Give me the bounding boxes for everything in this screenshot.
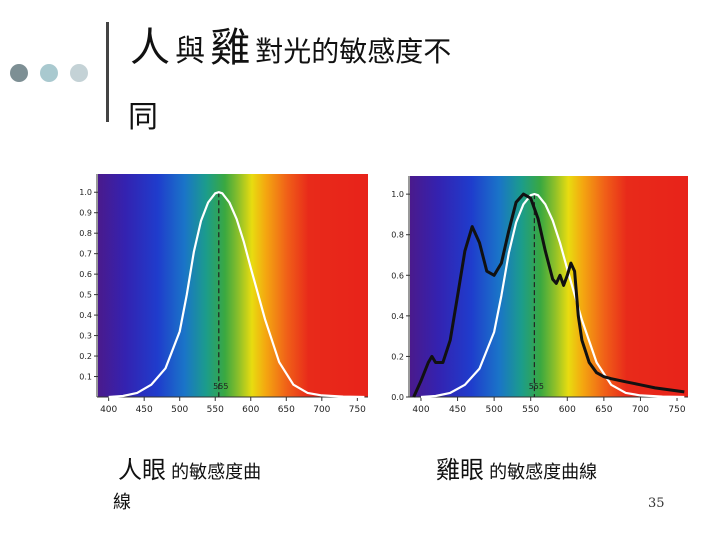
caption-human-wrap-text: 線	[113, 492, 131, 513]
title-part-rest: 對光的敏感度不	[255, 35, 452, 68]
x-tick-label: 450	[136, 405, 153, 415]
x-tick-label: 600	[242, 405, 259, 415]
y-tick-label: 0.7	[79, 250, 92, 259]
y-tick-label: 1.0	[79, 188, 92, 197]
caption-human-small: 的敏感度曲	[171, 462, 262, 483]
y-tick-label: 0.8	[391, 231, 404, 240]
x-tick-label: 450	[449, 405, 466, 415]
spectrum-background	[98, 174, 368, 397]
title-part-and: 與	[175, 34, 206, 69]
y-tick-label: 0.9	[79, 209, 92, 218]
y-tick-label: 0.8	[79, 229, 92, 238]
x-tick-label: 750	[349, 405, 366, 415]
y-tick-label: 1.0	[391, 190, 404, 199]
y-tick-label: 0.4	[79, 311, 92, 320]
y-tick-label: 0.2	[391, 352, 404, 361]
peak-label: 555	[529, 382, 544, 391]
x-tick-label: 700	[313, 405, 330, 415]
y-tick-label: 0.5	[79, 291, 92, 300]
caption-chicken-small: 的敏感度曲線	[489, 462, 598, 483]
human-sensitivity-curve	[420, 193, 685, 399]
title-divider-bar	[106, 22, 109, 122]
y-tick-label: 0.6	[79, 270, 92, 279]
title-part-human: 人	[130, 25, 170, 71]
caption-chicken-big: 雞眼	[436, 456, 484, 484]
chicken-sensitivity-chart: 0.0 0.2 0.4 0.6 0.8 1.0 400 450 500 550 600 650 700 7…	[391, 176, 688, 415]
spectrum-background	[410, 176, 688, 397]
x-tick-label: 750	[668, 405, 685, 415]
x-tick-label: 650	[595, 405, 612, 415]
bullet-dot-1	[10, 64, 28, 82]
y-tick-label: 0.0	[391, 393, 404, 402]
x-tick-label: 500	[171, 405, 188, 415]
slide-title: 人 與 雞 對光的敏感度不	[130, 18, 690, 86]
x-tick-label: 400	[100, 405, 117, 415]
y-tick-label: 0.1	[79, 373, 92, 382]
x-tick-label: 650	[278, 405, 295, 415]
y-tick-label: 0.2	[79, 352, 92, 361]
x-tick-label: 700	[632, 405, 649, 415]
x-tick-label: 400	[412, 405, 429, 415]
x-tick-label: 600	[559, 405, 576, 415]
caption-human-wrap: 線	[113, 488, 131, 514]
bullet-dot-2	[40, 64, 58, 82]
peak-label: 555	[213, 382, 228, 391]
human-sensitivity-chart: 0.1 0.2 0.3 0.4 0.5 0.6 0.7 0.8 0.9 1.0 400 450 500 5…	[79, 174, 368, 415]
x-tick-label: 550	[207, 405, 224, 415]
page-number: 35	[648, 496, 665, 511]
caption-chicken: 雞眼 的敏感度曲線	[436, 450, 597, 485]
bullet-dot-3	[70, 64, 88, 82]
title-part-chicken: 雞	[210, 25, 251, 71]
x-tick-label: 500	[486, 405, 503, 415]
caption-human-big: 人眼	[118, 456, 166, 484]
y-tick-label: 0.4	[391, 312, 404, 321]
chicken-sensitivity-curve	[412, 192, 685, 398]
x-tick-label: 550	[522, 405, 539, 415]
caption-human: 人眼 的敏感度曲	[118, 450, 261, 485]
y-tick-label: 0.3	[79, 332, 92, 341]
y-tick-label: 0.6	[391, 271, 404, 280]
human-sensitivity-curve	[108, 191, 365, 399]
slide-title-line2: 同	[128, 100, 158, 135]
